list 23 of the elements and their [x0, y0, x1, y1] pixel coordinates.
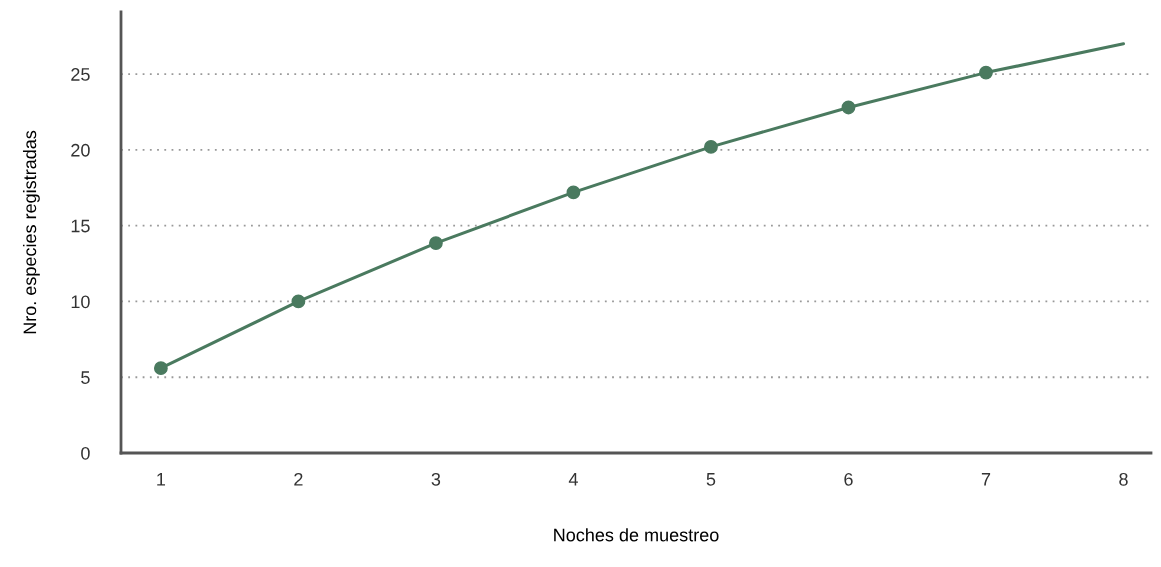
y-tick-label: 15 [71, 219, 90, 233]
x-tick-label: 4 [568, 473, 578, 486]
x-tick-label: 6 [844, 472, 853, 486]
y-tick-label: 0 [81, 446, 90, 460]
x-tick-label: 7 [981, 473, 991, 486]
y-axis-title: Nro. especies registradas [22, 130, 40, 334]
point [429, 236, 443, 251]
point [291, 294, 306, 309]
x-tick-label: 2 [294, 472, 303, 486]
point [153, 361, 168, 376]
x-axis-title: Noches de muestreo [554, 528, 719, 542]
point [979, 65, 993, 80]
y-tick-label: 10 [71, 295, 90, 309]
point [566, 185, 581, 200]
x-tick-label: 8 [1119, 472, 1128, 486]
y-tick-label: 20 [71, 143, 90, 157]
y-tick-label: 5 [81, 371, 90, 384]
point [704, 139, 718, 154]
x-tick-label: 5 [706, 473, 716, 486]
x-tick-label: 3 [431, 472, 441, 486]
x-tick-label: 1 [157, 473, 166, 486]
point [841, 100, 856, 115]
y-tick-label: 25 [71, 68, 90, 81]
